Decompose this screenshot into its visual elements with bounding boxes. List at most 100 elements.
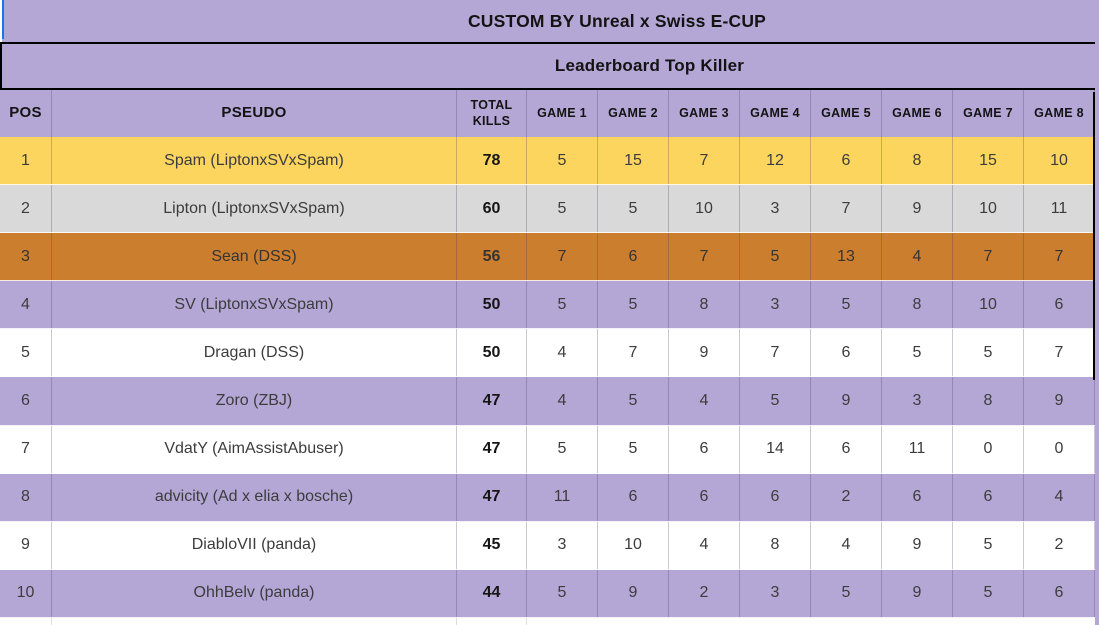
- game-6-kills-cell[interactable]: 9: [882, 521, 953, 569]
- total-kills-cell[interactable]: 50: [457, 329, 527, 377]
- game-5-kills-cell[interactable]: 13: [811, 233, 882, 281]
- empty-cell[interactable]: [52, 617, 457, 625]
- total-kills-cell[interactable]: 50: [457, 281, 527, 329]
- empty-cell[interactable]: [457, 617, 527, 625]
- pseudo-cell[interactable]: Spam (LiptonxSVxSpam): [52, 137, 457, 185]
- tournament-title-cell[interactable]: CUSTOM BY Unreal x Swiss E-CUP: [0, 0, 1099, 44]
- game-6-kills-cell[interactable]: 4: [882, 233, 953, 281]
- pos-cell[interactable]: 10: [0, 569, 52, 617]
- game-3-kills-cell[interactable]: 7: [669, 233, 740, 281]
- game-1-kills-cell[interactable]: 5: [527, 137, 598, 185]
- game-5-kills-cell[interactable]: 9: [811, 377, 882, 425]
- game-3-kills-cell[interactable]: 4: [669, 521, 740, 569]
- game-2-kills-cell[interactable]: 7: [598, 329, 669, 377]
- pos-cell[interactable]: 2: [0, 185, 52, 233]
- pseudo-cell[interactable]: DiabloVII (panda): [52, 521, 457, 569]
- game-5-kills-cell[interactable]: 6: [811, 137, 882, 185]
- total-kills-cell[interactable]: 47: [457, 425, 527, 473]
- game-8-kills-cell[interactable]: 2: [1024, 521, 1095, 569]
- game-7-kills-cell[interactable]: 5: [953, 521, 1024, 569]
- game-6-kills-cell[interactable]: 5: [882, 329, 953, 377]
- game-6-kills-cell[interactable]: 11: [882, 425, 953, 473]
- game-5-kills-cell[interactable]: 2: [811, 473, 882, 521]
- game-8-kills-cell[interactable]: 9: [1024, 377, 1095, 425]
- game-8-kills-cell[interactable]: 6: [1024, 281, 1095, 329]
- game-8-kills-cell[interactable]: 6: [1024, 569, 1095, 617]
- header-pos-cell[interactable]: POS: [0, 90, 52, 137]
- pos-cell[interactable]: 1: [0, 137, 52, 185]
- game-1-kills-cell[interactable]: 5: [527, 569, 598, 617]
- pos-cell[interactable]: 6: [0, 377, 52, 425]
- game-6-kills-cell[interactable]: 9: [882, 569, 953, 617]
- total-kills-cell[interactable]: 56: [457, 233, 527, 281]
- game-1-kills-cell[interactable]: 5: [527, 281, 598, 329]
- pseudo-cell[interactable]: Sean (DSS): [52, 233, 457, 281]
- game-6-kills-cell[interactable]: 8: [882, 281, 953, 329]
- game-5-kills-cell[interactable]: 6: [811, 425, 882, 473]
- pos-cell[interactable]: 4: [0, 281, 52, 329]
- game-1-kills-cell[interactable]: 3: [527, 521, 598, 569]
- pseudo-cell[interactable]: SV (LiptonxSVxSpam): [52, 281, 457, 329]
- game-2-kills-cell[interactable]: 6: [598, 473, 669, 521]
- game-2-kills-cell[interactable]: 9: [598, 569, 669, 617]
- header-game-4-cell[interactable]: GAME 4: [740, 90, 811, 137]
- total-kills-cell[interactable]: 47: [457, 377, 527, 425]
- game-7-kills-cell[interactable]: 0: [953, 425, 1024, 473]
- game-7-kills-cell[interactable]: 6: [953, 473, 1024, 521]
- game-4-kills-cell[interactable]: 8: [740, 521, 811, 569]
- empty-cell[interactable]: [0, 617, 52, 625]
- header-game-6-cell[interactable]: GAME 6: [882, 90, 953, 137]
- game-8-kills-cell[interactable]: 10: [1024, 137, 1095, 185]
- pseudo-cell[interactable]: VdatY (AimAssistAbuser): [52, 425, 457, 473]
- game-4-kills-cell[interactable]: 14: [740, 425, 811, 473]
- game-3-kills-cell[interactable]: 6: [669, 425, 740, 473]
- game-7-kills-cell[interactable]: 5: [953, 329, 1024, 377]
- total-kills-cell[interactable]: 78: [457, 137, 527, 185]
- total-kills-cell[interactable]: 45: [457, 521, 527, 569]
- header-game-8-cell[interactable]: GAME 8: [1024, 90, 1095, 137]
- game-7-kills-cell[interactable]: 10: [953, 281, 1024, 329]
- game-4-kills-cell[interactable]: 12: [740, 137, 811, 185]
- game-1-kills-cell[interactable]: 5: [527, 185, 598, 233]
- pos-cell[interactable]: 8: [0, 473, 52, 521]
- game-7-kills-cell[interactable]: 7: [953, 233, 1024, 281]
- leaderboard-subtitle-cell[interactable]: Leaderboard Top Killer: [0, 44, 1099, 90]
- game-4-kills-cell[interactable]: 3: [740, 281, 811, 329]
- game-3-kills-cell[interactable]: 2: [669, 569, 740, 617]
- game-6-kills-cell[interactable]: 6: [882, 473, 953, 521]
- game-2-kills-cell[interactable]: 15: [598, 137, 669, 185]
- game-3-kills-cell[interactable]: 7: [669, 137, 740, 185]
- game-6-kills-cell[interactable]: 8: [882, 137, 953, 185]
- game-4-kills-cell[interactable]: 7: [740, 329, 811, 377]
- game-8-kills-cell[interactable]: 11: [1024, 185, 1095, 233]
- game-2-kills-cell[interactable]: 5: [598, 185, 669, 233]
- game-2-kills-cell[interactable]: 5: [598, 425, 669, 473]
- game-7-kills-cell[interactable]: 10: [953, 185, 1024, 233]
- header-game-3-cell[interactable]: GAME 3: [669, 90, 740, 137]
- game-3-kills-cell[interactable]: 8: [669, 281, 740, 329]
- game-6-kills-cell[interactable]: 9: [882, 185, 953, 233]
- game-2-kills-cell[interactable]: 5: [598, 281, 669, 329]
- pseudo-cell[interactable]: advicity (Ad x elia x bosche): [52, 473, 457, 521]
- game-5-kills-cell[interactable]: 7: [811, 185, 882, 233]
- game-1-kills-cell[interactable]: 7: [527, 233, 598, 281]
- game-4-kills-cell[interactable]: 6: [740, 473, 811, 521]
- game-2-kills-cell[interactable]: 5: [598, 377, 669, 425]
- pseudo-cell[interactable]: Dragan (DSS): [52, 329, 457, 377]
- pseudo-cell[interactable]: Zoro (ZBJ): [52, 377, 457, 425]
- pos-cell[interactable]: 3: [0, 233, 52, 281]
- pseudo-cell[interactable]: Lipton (LiptonxSVxSpam): [52, 185, 457, 233]
- game-1-kills-cell[interactable]: 5: [527, 425, 598, 473]
- game-5-kills-cell[interactable]: 4: [811, 521, 882, 569]
- header-game-1-cell[interactable]: GAME 1: [527, 90, 598, 137]
- header-pseudo-cell[interactable]: PSEUDO: [52, 90, 457, 137]
- game-6-kills-cell[interactable]: 3: [882, 377, 953, 425]
- game-1-kills-cell[interactable]: 4: [527, 329, 598, 377]
- header-game-2-cell[interactable]: GAME 2: [598, 90, 669, 137]
- game-5-kills-cell[interactable]: 6: [811, 329, 882, 377]
- pseudo-cell[interactable]: OhhBelv (panda): [52, 569, 457, 617]
- game-4-kills-cell[interactable]: 5: [740, 233, 811, 281]
- game-2-kills-cell[interactable]: 6: [598, 233, 669, 281]
- game-8-kills-cell[interactable]: 0: [1024, 425, 1095, 473]
- game-3-kills-cell[interactable]: 6: [669, 473, 740, 521]
